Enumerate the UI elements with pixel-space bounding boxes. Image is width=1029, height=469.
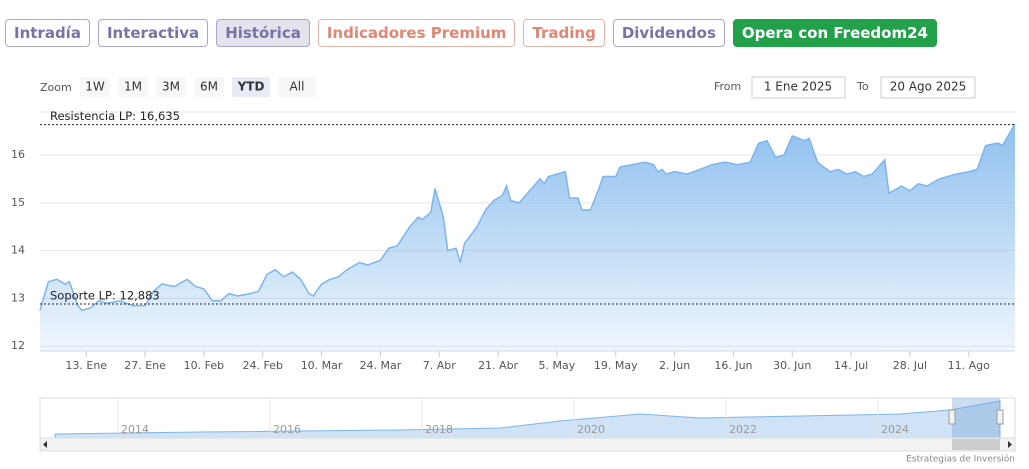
tab[interactable]: Intradía [5,19,90,47]
from-input[interactable] [751,76,846,99]
x-tick-label: 11. Ago [948,359,990,372]
zoom-button-label[interactable]: 1M [124,80,142,94]
x-tick-label: 7. Abr [423,359,456,372]
x-tick-label: 13. Ene [65,359,107,372]
tab[interactable]: Histórica [216,19,310,47]
navigator-label: 2022 [729,423,757,436]
plot-line-label: Resistencia LP: 16,635 [50,109,180,123]
zoom-button[interactable] [80,77,110,97]
tabs: Intradía Interactiva Histórica Indicadores … [5,19,937,47]
y-tick-label: 12 [11,339,25,352]
zoom-button[interactable] [194,77,224,97]
x-tick-label: 30. Jun [773,359,811,372]
x-tick-label: 24. Mar [360,359,402,372]
zoom-button-label[interactable]: YTD [237,80,265,94]
scrollbar-thumb[interactable] [952,439,1000,450]
zoom-label: Zoom [40,81,72,94]
x-tick-label: 21. Abr [478,359,518,372]
y-tick-label: 14 [11,244,25,257]
tab[interactable]: Trading [523,19,605,47]
to-value[interactable]: 20 Ago 2025 [890,80,967,94]
x-tick-label: 28. Jul [893,359,927,372]
x-tick-label: 19. May [594,359,638,372]
navigator-handle[interactable] [996,409,1004,425]
area [40,124,1015,351]
tab[interactable]: Dividendos [612,19,725,47]
from-value[interactable]: 1 Ene 2025 [764,80,832,94]
navigator-selection[interactable] [952,398,1000,438]
y-tick-label: 15 [11,196,25,209]
x-tick-label: 10. Feb [184,359,224,372]
x-tick-label: 5. May [539,359,576,372]
x-tick-label: 10. Mar [301,359,343,372]
navigator-label: 2024 [881,423,909,436]
to-input[interactable] [880,76,976,99]
navigator-handle[interactable] [948,409,956,425]
zoom-button[interactable] [278,77,316,97]
y-tick-label: 13 [11,291,25,304]
y-tick-label: 16 [11,148,25,161]
zoom-button[interactable] [118,77,148,97]
tab[interactable]: Opera con Freedom24 [732,19,937,47]
x-tick-label: 14. Jul [834,359,868,372]
zoom-button-label[interactable]: 6M [200,80,218,94]
tab[interactable]: Interactiva [97,19,209,47]
x-tick-label: 24. Feb [243,359,283,372]
navigator-label: 2016 [273,423,301,436]
zoom-button-label[interactable]: 1W [85,80,105,94]
zoom-button-label[interactable]: All [290,80,305,94]
navigator-label: 2020 [577,423,605,436]
x-tick-label: 27. Ene [124,359,166,372]
line [39,123,1016,312]
x-tick-label: 16. Jun [714,359,752,372]
navigator-series [54,400,1001,439]
plot-line-label: Soporte LP: 12,883 [50,289,160,303]
tab[interactable]: Indicadores Premium [317,19,516,47]
navigator-label: 2014 [121,423,149,436]
zoom-button[interactable] [232,77,270,97]
to-label: To [856,80,869,93]
x-tick-label: 2. Jun [659,359,690,372]
navigator-label: 2018 [425,423,453,436]
credit: Estrategias de Inversión [906,454,1015,465]
zoom-button[interactable] [156,77,186,97]
scrollbar[interactable] [39,437,1016,452]
zoom-button-label[interactable]: 3M [162,80,180,94]
from-label: From [714,80,741,93]
